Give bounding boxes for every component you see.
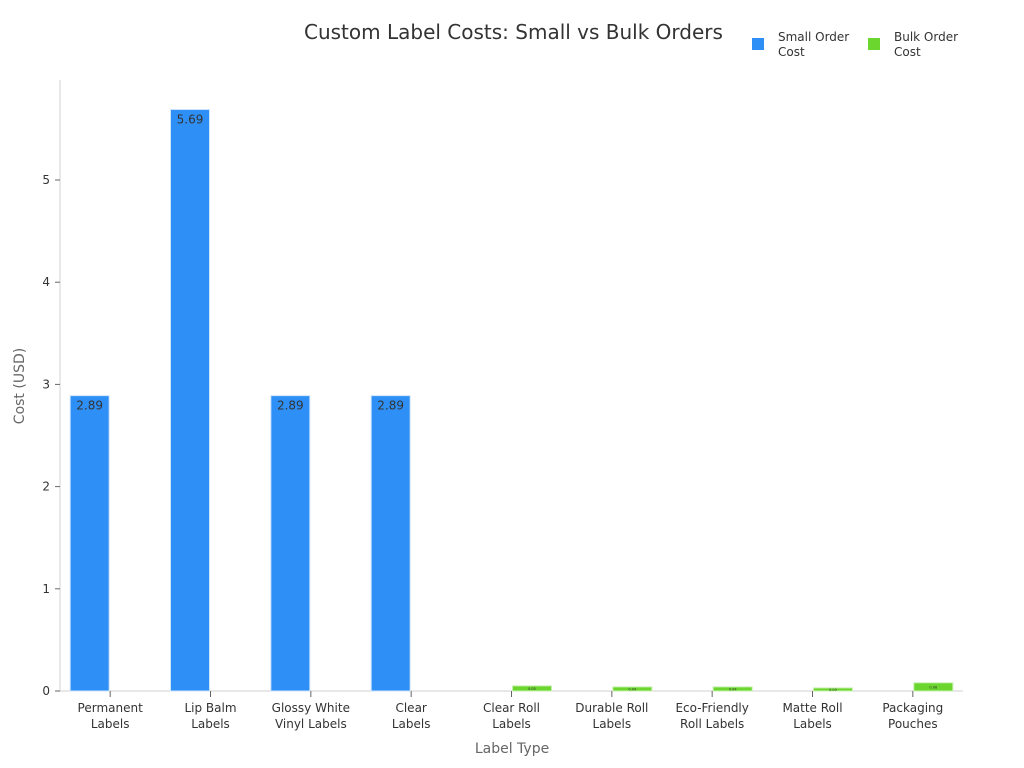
bar-value-label: 2.89 bbox=[377, 399, 404, 413]
y-tick-label: 1 bbox=[42, 582, 50, 596]
x-tick-label: Pouches bbox=[888, 717, 938, 731]
bar-small-order[interactable] bbox=[170, 108, 210, 692]
x-tick-label: Labels bbox=[492, 717, 531, 731]
bar-small-order[interactable] bbox=[270, 395, 311, 692]
x-tick-label: Durable Roll bbox=[575, 701, 648, 715]
bar-value-label: 0.03 bbox=[829, 688, 837, 692]
bar-small-order[interactable] bbox=[69, 395, 110, 692]
x-tick-label: Eco-Friendly bbox=[675, 701, 748, 715]
legend-swatch-bulk-order bbox=[868, 38, 880, 50]
x-tick-label: Permanent bbox=[78, 701, 144, 715]
bar-value-label: 0.04 bbox=[628, 687, 637, 691]
x-tick-label: Clear Roll bbox=[483, 701, 540, 715]
x-tick-label: Labels bbox=[191, 717, 230, 731]
x-tick-label: Labels bbox=[91, 717, 130, 731]
x-tick-label: Roll Labels bbox=[680, 717, 744, 731]
bar-bulk-order[interactable] bbox=[913, 682, 954, 692]
bar-small-order[interactable] bbox=[370, 395, 411, 692]
x-tick-label: Glossy White bbox=[272, 701, 350, 715]
bar-value-label: 2.89 bbox=[76, 399, 103, 413]
y-tick-label: 3 bbox=[42, 377, 50, 391]
legend-label: Small Order Cost bbox=[778, 30, 850, 59]
bar-value-label: 2.89 bbox=[277, 399, 304, 413]
bar-value-label: 5.69 bbox=[177, 112, 204, 126]
bar-value-label: 0.08 bbox=[929, 685, 937, 689]
x-tick-label: Clear bbox=[395, 701, 426, 715]
bar-value-label: 0.05 bbox=[528, 687, 536, 691]
y-tick-label: 2 bbox=[42, 480, 50, 494]
x-tick-label: Packaging bbox=[882, 701, 943, 715]
x-tick-label: Matte Roll bbox=[782, 701, 842, 715]
bar-value-label: 0.04 bbox=[729, 687, 738, 691]
x-tick-label: Lip Balm bbox=[184, 701, 236, 715]
x-tick-label: Labels bbox=[793, 717, 832, 731]
legend-label: Bulk Order Cost bbox=[894, 30, 959, 59]
legend-swatch-small-order bbox=[752, 38, 764, 50]
bar-bulk-order[interactable] bbox=[712, 686, 753, 692]
x-tick-label: Labels bbox=[392, 717, 431, 731]
bar-bulk-order[interactable] bbox=[512, 685, 552, 692]
y-tick-label: 5 bbox=[42, 173, 50, 187]
x-tick-label: Vinyl Labels bbox=[275, 717, 347, 731]
bar-bulk-order[interactable] bbox=[612, 686, 653, 692]
y-tick-label: 4 bbox=[42, 275, 50, 289]
x-tick-label: Labels bbox=[593, 717, 632, 731]
legend: Small Order Cost Bulk Order Cost bbox=[752, 30, 984, 60]
legend-item-small-order[interactable]: Small Order Cost bbox=[752, 30, 868, 60]
legend-item-bulk-order[interactable]: Bulk Order Cost bbox=[868, 30, 984, 60]
bar-bulk-order[interactable] bbox=[813, 687, 853, 692]
y-tick-label: 0 bbox=[42, 684, 50, 698]
